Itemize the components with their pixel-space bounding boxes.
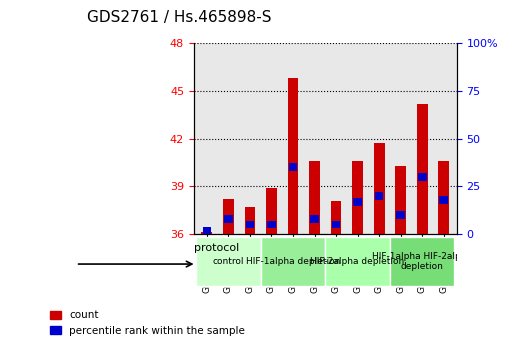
Bar xyxy=(246,220,254,228)
Text: control: control xyxy=(212,257,244,266)
Bar xyxy=(352,161,363,234)
Bar xyxy=(418,173,426,181)
Bar xyxy=(266,188,277,234)
FancyBboxPatch shape xyxy=(390,237,455,286)
Text: HIF-2alpha depletion: HIF-2alpha depletion xyxy=(310,257,405,266)
Bar xyxy=(224,215,233,223)
Bar xyxy=(332,220,340,228)
Bar xyxy=(245,207,255,234)
Text: HIF-1alpha depletion: HIF-1alpha depletion xyxy=(246,257,340,266)
Bar xyxy=(374,144,385,234)
Bar xyxy=(396,166,406,234)
Bar xyxy=(309,161,320,234)
Bar xyxy=(203,227,211,235)
Legend: count, percentile rank within the sample: count, percentile rank within the sample xyxy=(46,306,249,340)
Bar xyxy=(440,196,448,204)
Bar xyxy=(202,233,212,234)
Bar xyxy=(375,192,383,200)
Bar xyxy=(331,201,342,234)
Bar xyxy=(288,78,299,234)
Bar xyxy=(310,215,319,223)
Bar xyxy=(267,220,276,228)
Bar xyxy=(223,199,234,234)
FancyBboxPatch shape xyxy=(196,237,261,286)
FancyBboxPatch shape xyxy=(325,237,390,286)
Bar xyxy=(438,161,449,234)
Bar xyxy=(417,104,427,234)
Text: protocol: protocol xyxy=(194,243,240,253)
Bar xyxy=(289,163,297,171)
Bar xyxy=(353,198,362,206)
Bar xyxy=(397,211,405,219)
FancyBboxPatch shape xyxy=(261,237,325,286)
Text: HIF-1alpha HIF-2alpha
depletion: HIF-1alpha HIF-2alpha depletion xyxy=(372,252,472,271)
Text: GDS2761 / Hs.465898-S: GDS2761 / Hs.465898-S xyxy=(87,10,272,25)
